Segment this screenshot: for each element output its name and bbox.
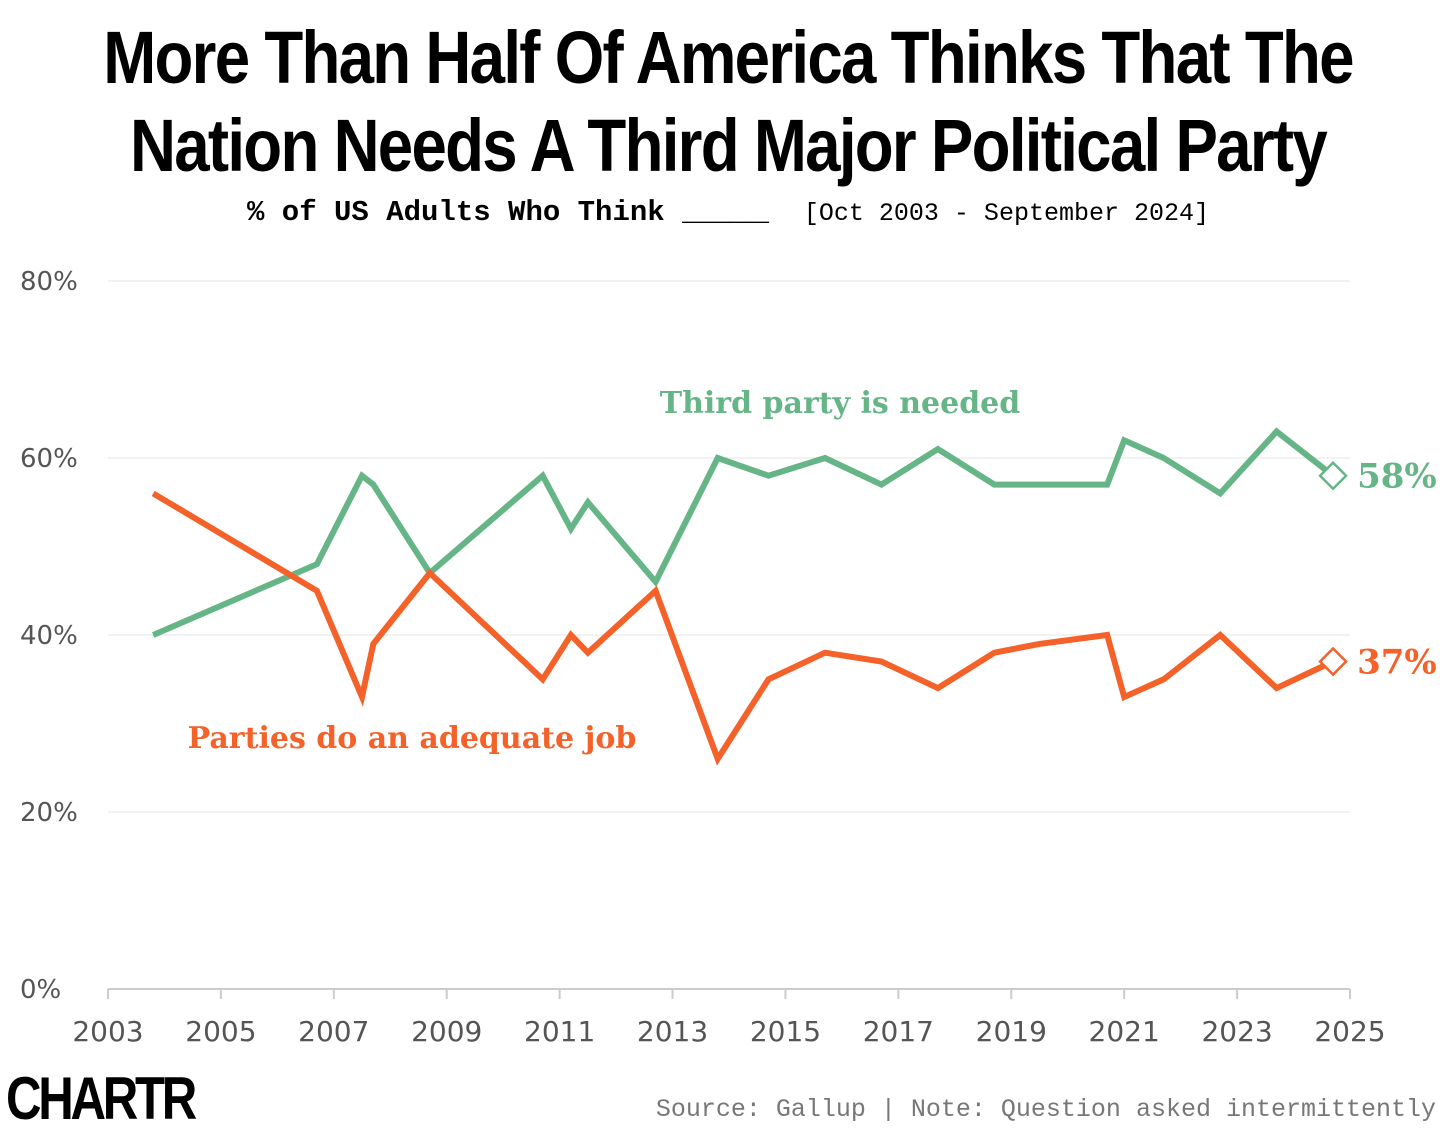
x-tick-label: 2005 xyxy=(185,1015,256,1048)
series-line-third-party xyxy=(152,427,1335,638)
series-lines xyxy=(151,427,1348,766)
x-tick-label: 2015 xyxy=(750,1015,821,1048)
x-tick-label: 2009 xyxy=(411,1015,482,1048)
chart-title: More Than Half Of America Thinks That Th… xyxy=(103,16,1354,187)
x-tick-label: 2023 xyxy=(1201,1015,1272,1048)
end-value-label: 58% xyxy=(1357,457,1437,497)
source-note: Source: Gallup | Note: Question asked in… xyxy=(655,1095,1436,1124)
x-tick-label: 2007 xyxy=(298,1015,369,1048)
x-tick-label: 2011 xyxy=(524,1015,595,1048)
x-tick-label: 2017 xyxy=(863,1015,934,1048)
x-tick-label: 2025 xyxy=(1314,1015,1385,1048)
date-range: [Oct 2003 - September 2024] xyxy=(803,199,1209,228)
series-name-label: Third party is needed xyxy=(660,386,1020,421)
end-marker-diamond xyxy=(1318,646,1348,677)
series-labels: 58% Third party is needed 37% Parties do an… xyxy=(188,386,1437,756)
grid-lines xyxy=(108,280,1350,813)
y-tick-label: 60% xyxy=(20,444,78,474)
end-marker-diamond xyxy=(1318,460,1348,491)
series-line-adequate-job xyxy=(151,490,1335,766)
series-name-label: Parties do an adequate job xyxy=(188,721,637,756)
y-tick-label: 40% xyxy=(20,621,78,651)
x-tick-label: 2013 xyxy=(637,1015,708,1048)
chart-subtitle: % of US Adults Who Think _____ [Oct 2003… xyxy=(0,196,1456,229)
subtitle-text: % of US Adults Who Think _____ xyxy=(247,196,770,229)
x-tick-label: 2003 xyxy=(72,1015,143,1048)
end-value-label: 37% xyxy=(1357,643,1437,683)
x-tick-label: 2021 xyxy=(1089,1015,1160,1048)
chartr-logo: CHARTR xyxy=(6,1065,197,1132)
y-tick-label: 80% xyxy=(20,267,78,297)
y-tick-label: 0% xyxy=(20,975,61,1005)
x-tick-label: 2019 xyxy=(976,1015,1047,1048)
axes: 0% 20% 40% 60% 80% 2003 2005 2007 2009 2011 2013 20… xyxy=(20,267,1386,1048)
y-tick-label: 20% xyxy=(20,798,78,828)
